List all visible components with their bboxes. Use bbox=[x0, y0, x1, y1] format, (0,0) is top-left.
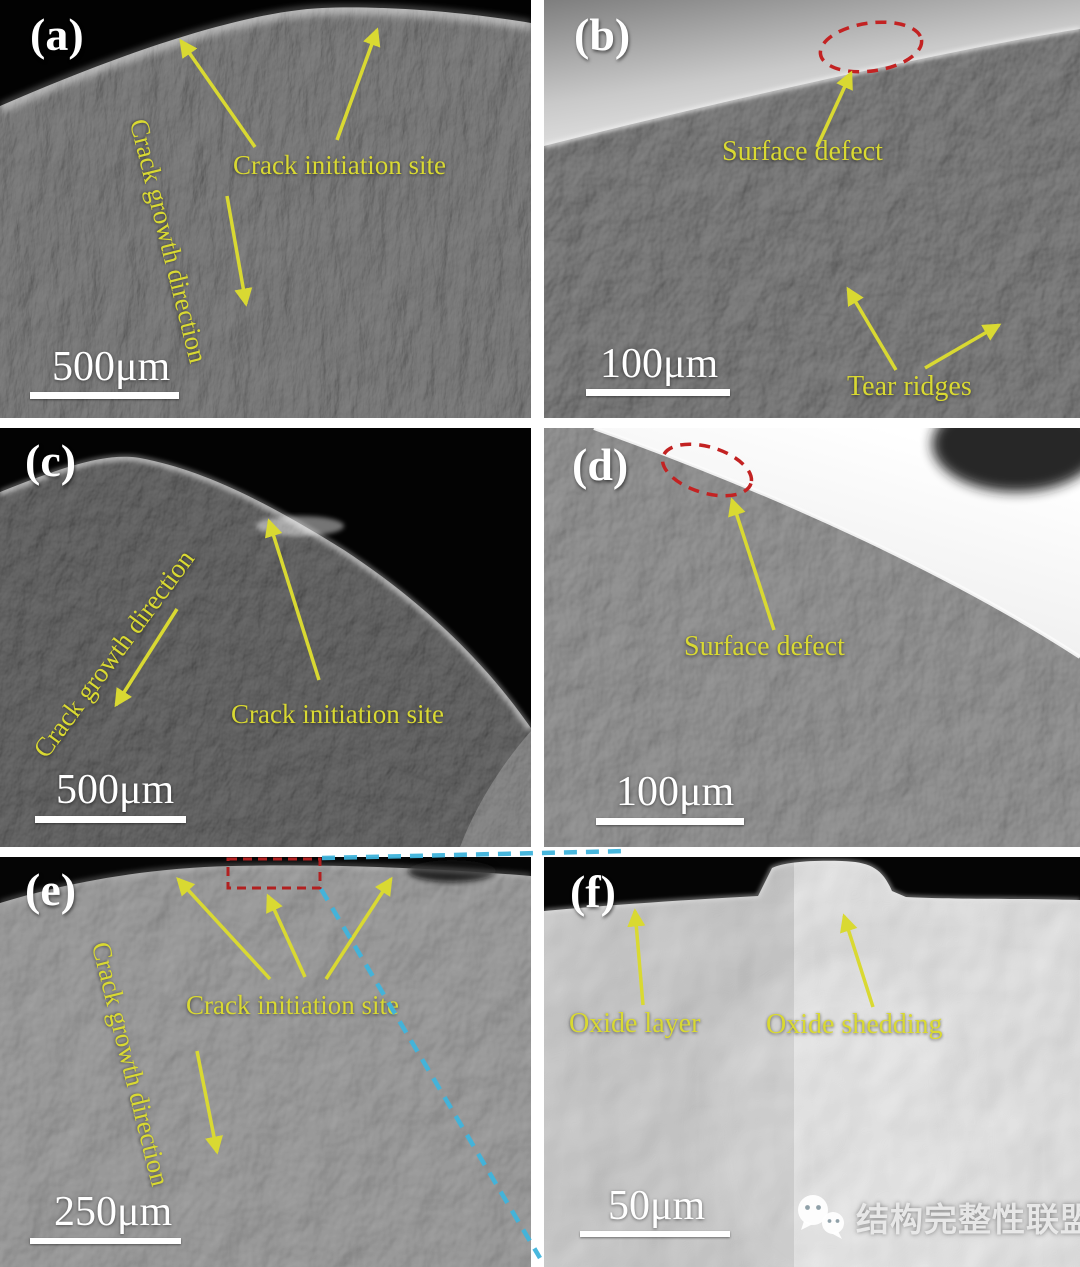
scale-bar-label: 500μm bbox=[52, 344, 171, 390]
scale-bar-label: 100μm bbox=[600, 341, 719, 387]
bright-debris-region bbox=[704, 972, 974, 1267]
scale-bar bbox=[35, 816, 186, 823]
oxide-layer-edge-line bbox=[544, 859, 1080, 913]
scale-bar bbox=[580, 1231, 730, 1237]
growth-direction-arrow bbox=[114, 608, 179, 708]
growth-direction-arrow bbox=[225, 195, 253, 307]
scale-bar bbox=[30, 1238, 181, 1244]
tear-ridges-annotation: Tear ridges bbox=[847, 371, 972, 402]
machined-surface-background bbox=[544, 0, 1080, 146]
background-sky bbox=[0, 0, 531, 106]
crack-initiation-annotation: Crack initiation site bbox=[186, 990, 399, 1020]
surface-defect-arrow bbox=[815, 70, 853, 148]
crack-initiation-annotation: Crack initiation site bbox=[231, 699, 444, 729]
annotation-arrows-d bbox=[728, 497, 776, 631]
panel-f: (f) Oxide layer Oxide shedding 50μm 结构完整… bbox=[544, 857, 1080, 1267]
initiation-arrow-left bbox=[179, 38, 257, 149]
scale-bar-label: 100μm bbox=[616, 769, 735, 815]
surface-defect-annotation: Surface defect bbox=[684, 631, 845, 662]
specimen-edge-line bbox=[0, 5, 531, 108]
scale-bar-label: 250μm bbox=[54, 1189, 173, 1235]
annotation-arrows-f bbox=[627, 908, 875, 1008]
panel-label: (b) bbox=[574, 9, 631, 60]
background-dark-blob-group bbox=[932, 428, 1080, 492]
panel-f-sem-micrograph bbox=[544, 857, 1080, 1267]
panel-d-sem-micrograph bbox=[544, 428, 1080, 847]
panel-b: (b) Surface defect Tear ridges 100μm bbox=[544, 0, 1080, 418]
tear-ridge-arrow-right bbox=[924, 323, 1002, 370]
background-sky bbox=[0, 428, 531, 728]
panel-a: (a) Crack initiation site Crack growth d… bbox=[0, 0, 531, 418]
scale-bar bbox=[596, 818, 744, 825]
scale-bar-label: 50μm bbox=[608, 1183, 706, 1229]
crack-initiation-annotation: Crack initiation site bbox=[233, 150, 446, 180]
corner-bright-region bbox=[460, 731, 531, 847]
panel-c-sem-micrograph bbox=[0, 428, 531, 847]
scale-bar bbox=[586, 389, 730, 396]
watermark: 结构完整性联盟 bbox=[796, 1193, 1080, 1241]
oxide-shedding-arrow bbox=[840, 913, 875, 1008]
surface-defect-annotation: Surface defect bbox=[722, 136, 883, 167]
panel-d: (d) Surface defect 100μm bbox=[544, 428, 1080, 847]
magnified-region-box bbox=[226, 857, 322, 890]
panel-label: (d) bbox=[572, 439, 629, 490]
specimen-edge-line bbox=[0, 455, 531, 729]
defect-highlight-ellipse bbox=[660, 442, 754, 498]
initiation-arrow bbox=[264, 518, 321, 681]
annotation-arrows-c bbox=[114, 518, 321, 708]
growth-direction-arrow bbox=[195, 1050, 223, 1155]
panel-a-sem-micrograph bbox=[0, 0, 531, 418]
tear-ridge-arrow-left bbox=[846, 286, 898, 371]
watermark-text: 结构完整性联盟 bbox=[856, 1201, 1080, 1238]
panel-c: (c) Crack initiation site Crack growth d… bbox=[0, 428, 531, 847]
annotation-arrows-a bbox=[179, 27, 381, 307]
initiation-arrow-left bbox=[176, 876, 272, 981]
specimen-edge-line bbox=[593, 428, 1080, 659]
scale-bar bbox=[30, 392, 179, 399]
surface-defect-arrow bbox=[728, 497, 776, 631]
annotation-arrows-b bbox=[815, 70, 1002, 371]
oxide-layer-arrow bbox=[627, 908, 646, 1006]
panel-label: (e) bbox=[25, 864, 77, 915]
oxide-layer-annotation: Oxide layer bbox=[569, 1008, 701, 1039]
oxide-shedding-annotation: Oxide shedding bbox=[766, 1009, 943, 1040]
wechat-icon bbox=[798, 1195, 844, 1239]
initiation-arrow-right bbox=[335, 27, 381, 141]
panel-e: (e) Crack initiation site Crack growth d… bbox=[0, 857, 531, 1267]
panel-label: (a) bbox=[30, 9, 84, 60]
scale-bar-label: 500μm bbox=[56, 767, 175, 813]
panel-b-sem-micrograph bbox=[544, 0, 1080, 418]
bright-background bbox=[594, 428, 1080, 657]
initiation-arrow-center bbox=[266, 893, 307, 978]
panel-label: (f) bbox=[570, 866, 616, 917]
specimen-edge-line bbox=[0, 863, 531, 905]
background-dark-blob bbox=[932, 428, 1080, 492]
panel-label: (c) bbox=[25, 435, 77, 486]
background-sky bbox=[0, 857, 531, 903]
